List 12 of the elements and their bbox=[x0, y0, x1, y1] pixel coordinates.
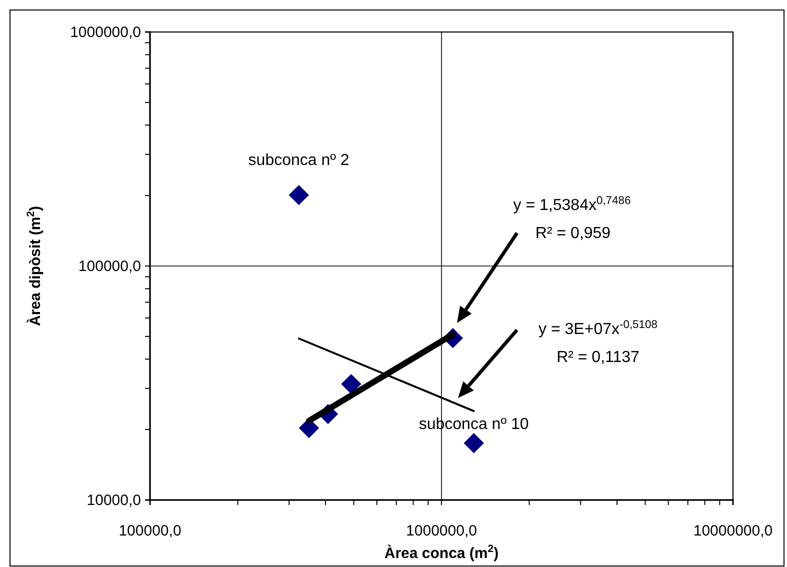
annotation: y = 1,5384x$^{0,7486}$ bbox=[513, 195, 631, 214]
annotation: y = 3E+07x$^{-0,5108}$ bbox=[538, 319, 658, 338]
y-tick-label: 100000,0 bbox=[78, 258, 141, 275]
annotation: R² = 0,1137 bbox=[556, 349, 640, 366]
y-tick-label: 10000,0 bbox=[86, 492, 141, 509]
annotation: R² = 0,959 bbox=[535, 225, 611, 242]
x-tick-label: 100000,0 bbox=[118, 522, 182, 540]
x-tick-label: 10000000,0 bbox=[693, 522, 773, 540]
annotation: subconca nº 2 bbox=[248, 152, 350, 170]
x-axis-title: Àrea conca (m$^{2}$) bbox=[384, 543, 499, 562]
y-tick-label: 1000000,0 bbox=[70, 24, 141, 41]
x-tick-label: 1000000,0 bbox=[406, 522, 477, 540]
